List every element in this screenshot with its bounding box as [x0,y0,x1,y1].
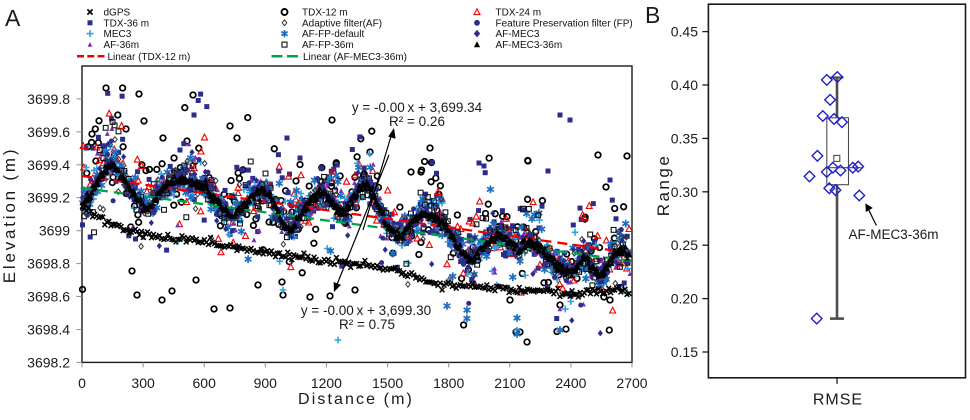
svg-text:0.35: 0.35 [671,130,698,146]
svg-text:2100: 2100 [494,375,525,391]
svg-text:Linear (TDX-12 m): Linear (TDX-12 m) [108,52,191,63]
svg-text:0.25: 0.25 [671,237,698,253]
svg-text:0.30: 0.30 [671,184,698,200]
svg-text:900: 900 [254,375,278,391]
svg-text:AF-MEC3-36m: AF-MEC3-36m [849,227,939,242]
svg-text:0.40: 0.40 [671,77,698,93]
svg-text:3699.6: 3699.6 [27,124,70,140]
svg-text:AF-MEC3-36m: AF-MEC3-36m [496,40,563,51]
svg-text:0.45: 0.45 [671,24,698,40]
svg-text:AF-36m: AF-36m [104,40,140,51]
svg-text:Adaptive filter(AF): Adaptive filter(AF) [302,18,382,29]
svg-text:MEC3: MEC3 [104,29,132,40]
svg-text:0.15: 0.15 [671,344,698,360]
svg-text:R² = 0.75: R² = 0.75 [339,317,395,332]
svg-text:y = -0.00 x + 3,699.34: y = -0.00 x + 3,699.34 [352,100,483,115]
svg-text:A: A [5,5,21,31]
svg-text:TDX-36 m: TDX-36 m [104,18,150,29]
svg-text:Feature Preservation filter (F: Feature Preservation filter (FP) [496,18,633,29]
svg-text:3698.4: 3698.4 [27,322,70,338]
svg-text:AF-MEC3: AF-MEC3 [496,29,540,40]
svg-text:300: 300 [131,375,155,391]
svg-text:Range: Range [654,154,673,217]
svg-text:Elevation (m): Elevation (m) [0,147,19,284]
svg-text:3699.4: 3699.4 [27,157,70,173]
svg-text:y = -0.00 x + 3,699.30: y = -0.00 x + 3,699.30 [301,303,431,318]
svg-text:3698.6: 3698.6 [27,289,70,305]
svg-text:Linear (AF-MEC3-36m): Linear (AF-MEC3-36m) [303,52,407,63]
svg-text:1500: 1500 [372,375,403,391]
svg-text:TDX-12 m: TDX-12 m [302,8,348,19]
svg-text:3699.8: 3699.8 [27,91,70,107]
svg-text:3698.2: 3698.2 [27,354,70,370]
svg-text:3699.2: 3699.2 [27,190,70,206]
svg-text:AF-FP-default: AF-FP-default [302,29,364,40]
svg-text:0.20: 0.20 [671,291,698,307]
svg-text:dGPS: dGPS [104,8,131,19]
svg-text:0: 0 [78,375,86,391]
svg-text:Distance (m): Distance (m) [298,391,414,408]
svg-text:B: B [645,2,660,28]
svg-text:1800: 1800 [433,375,464,391]
svg-text:2700: 2700 [616,375,647,391]
svg-text:RMSE: RMSE [813,392,863,409]
svg-text:R² = 0.26: R² = 0.26 [389,114,445,129]
svg-text:3699: 3699 [39,223,70,239]
svg-text:2400: 2400 [555,375,586,391]
svg-text:600: 600 [193,375,217,391]
svg-text:3698.8: 3698.8 [27,256,70,272]
svg-text:AF-FP-36m: AF-FP-36m [302,40,354,51]
svg-text:TDX-24 m: TDX-24 m [496,8,542,19]
svg-text:1200: 1200 [311,375,342,391]
